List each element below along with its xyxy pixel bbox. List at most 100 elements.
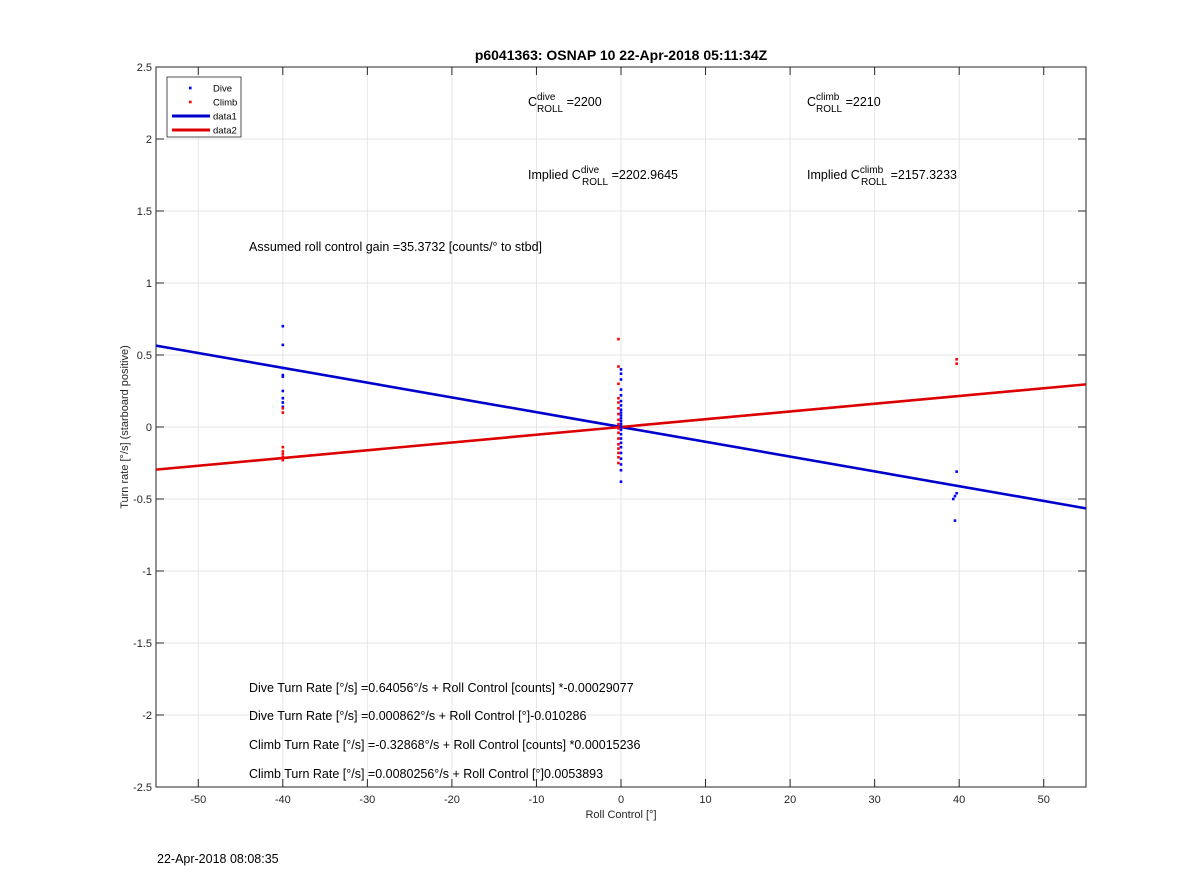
dive-point [619, 417, 623, 420]
dive-eq-degrees: Dive Turn Rate [°/s] =0.000862°/s + Roll… [249, 709, 586, 723]
implied-climb-base: C [851, 168, 860, 182]
climb-point [617, 406, 620, 410]
dive-point [619, 419, 623, 423]
climb-point [617, 455, 620, 459]
x-tick-label: 30 [869, 794, 881, 806]
c-climb-value: =2210 [842, 95, 881, 109]
c-climb-annotation: Cclimb ROLL =2210 [807, 92, 881, 115]
c-dive-base: C [528, 95, 537, 109]
climb-point [617, 337, 620, 341]
y-tick-label: -2.5 [133, 782, 152, 794]
y-tick-label: 2.5 [137, 62, 152, 74]
x-tick-label: -20 [444, 794, 460, 806]
dive-point [619, 372, 623, 376]
climb-point [617, 442, 620, 446]
dive-point [281, 401, 285, 404]
x-tick-label: 0 [618, 794, 624, 806]
legend: Dive Climb data1 data2 [166, 76, 242, 138]
climb-point [955, 358, 958, 361]
legend-label-data1: data1 [213, 112, 237, 123]
dive-point [955, 491, 958, 495]
dive-point [953, 519, 957, 522]
climb-point [281, 406, 285, 410]
climb-point [617, 422, 620, 426]
c-dive-annotation: Cdive ROLL =2200 [528, 92, 602, 115]
climb-eq-degrees: Climb Turn Rate [°/s] =0.0080256°/s + Ro… [249, 767, 603, 781]
dive-point [619, 414, 623, 417]
climb-point [617, 365, 620, 368]
climb-point [617, 447, 620, 450]
climb-point [617, 412, 620, 416]
dive-point [619, 422, 623, 426]
x-tick-label: -10 [529, 794, 545, 806]
c-climb-base: C [807, 95, 816, 109]
climb-point [281, 450, 285, 453]
ticks: -50 -40 -30 -20 -10 0 10 20 30 40 50-2.5-2-1.5-1-0… [133, 62, 1086, 806]
gain-annotation: Assumed roll control gain =35.3732 [coun… [249, 240, 542, 254]
dive-point [281, 343, 285, 347]
dive-eq-counts: Dive Turn Rate [°/s] =0.64056°/s + Roll … [249, 681, 634, 695]
dive-point [619, 457, 623, 460]
y-axis-label: Turn rate [°/s] (starboard positive) [119, 345, 131, 509]
climb-point [617, 431, 620, 435]
implied-climb-sub: ROLL [861, 177, 888, 188]
x-tick-label: -50 [190, 794, 206, 806]
climb-eq-counts: Climb Turn Rate [°/s] =-0.32868°/s + Rol… [249, 738, 641, 752]
implied-dive-sup: dive [581, 165, 600, 176]
climb-point [617, 382, 620, 386]
dive-point [951, 497, 955, 501]
dive-point [619, 468, 623, 472]
y-tick-label: -1 [142, 566, 152, 578]
dive-point [281, 324, 285, 328]
climb-point [617, 418, 620, 422]
c-dive-sub: ROLL [537, 104, 564, 115]
dive-point [281, 373, 285, 377]
x-tick-label: 50 [1038, 794, 1050, 806]
climb-point [617, 401, 620, 404]
legend-marker-dive [189, 86, 192, 90]
implied-dive-sub: ROLL [582, 177, 609, 188]
x-tick-label: 20 [784, 794, 796, 806]
climb-point [617, 451, 620, 455]
dive-point [281, 405, 285, 409]
implied-climb-value: =2157.3233 [887, 168, 957, 182]
dive-point [281, 366, 285, 370]
dive-point [619, 428, 623, 432]
dive-point [619, 368, 623, 371]
dive-point [619, 378, 623, 381]
legend-label-climb: Climb [213, 98, 237, 109]
x-axis-label: Roll Control [°] [585, 809, 656, 821]
implied-dive-annotation: Implied Cdive ROLL =2202.9645 [528, 165, 678, 188]
legend-marker-climb [189, 100, 192, 104]
implied-climb-prefix: Implied [807, 168, 851, 182]
climb-point [955, 362, 958, 365]
dive-point [619, 463, 623, 466]
legend-label-dive: Dive [213, 84, 232, 95]
climb-point [617, 427, 620, 430]
y-tick-label: -1.5 [133, 638, 152, 650]
legend-box [166, 76, 242, 138]
climb-point [281, 411, 285, 414]
dive-point [619, 394, 623, 397]
climb-point [281, 445, 285, 449]
climb-point [617, 437, 620, 440]
series [155, 324, 1087, 522]
dive-point [955, 470, 958, 473]
implied-dive-value: =2202.9645 [608, 168, 678, 182]
dive-point [619, 437, 623, 440]
legend-label-data2: data2 [213, 126, 237, 137]
y-tick-label: -0.5 [133, 494, 152, 506]
x-tick-label: -30 [359, 794, 375, 806]
implied-dive-prefix: Implied [528, 168, 572, 182]
dive-point [619, 399, 623, 403]
c-dive-value: =2200 [563, 95, 602, 109]
dive-point [281, 375, 285, 378]
c-climb-sub: ROLL [816, 104, 843, 115]
y-tick-label: -2 [142, 710, 152, 722]
dive-point [619, 404, 623, 407]
c-climb-sup: climb [816, 92, 840, 103]
implied-climb-annotation: Implied Cclimb ROLL =2157.3233 [807, 165, 957, 188]
dive-point [619, 411, 623, 414]
dive-point [619, 432, 623, 436]
